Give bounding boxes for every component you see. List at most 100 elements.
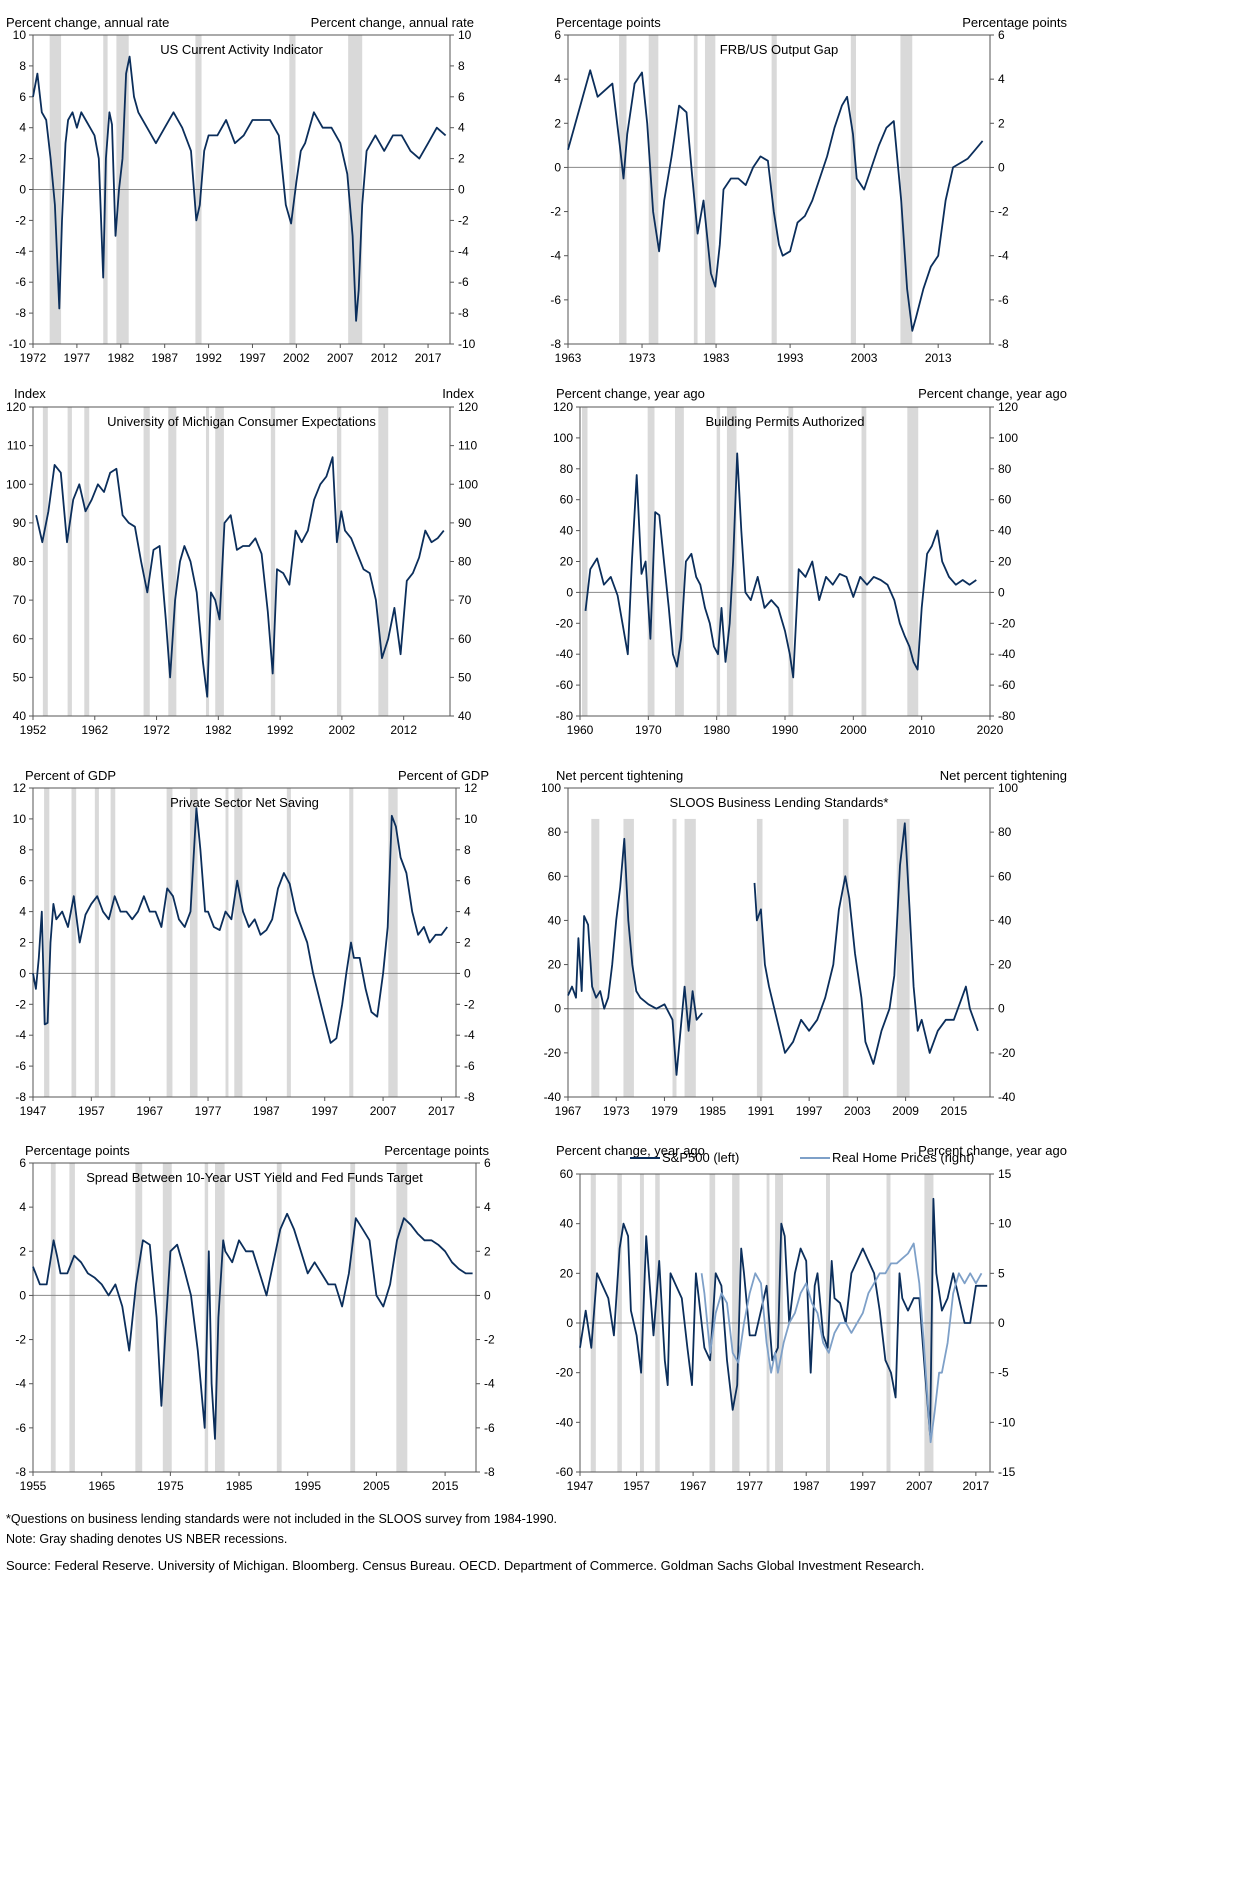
y-tick-label-left: 6 [19,874,26,888]
y-tick-label-right: 20 [998,958,1012,972]
x-tick-label: 1947 [567,1479,594,1493]
y-tick-label-left: -4 [15,1377,26,1391]
series-line [35,456,445,698]
x-tick-label: 2015 [940,1104,967,1118]
chart-plot: -8 -6 -4 -2 0 2 4 6 8 10 12 -8 -6 -4 -2 0 2 4 6 8 10 12 1947 19… [13,781,478,1118]
x-tick-label: 2007 [370,1104,397,1118]
y-tick-label-right: 0 [998,585,1005,599]
chart-consumer-expectations: Index Index 40 50 60 70 80 90 100 110 120 40 50 60 7… [0,382,520,742]
x-tick-label: 2010 [908,723,935,737]
y-tick-label-left: 6 [19,1156,26,1170]
y-tick-label-left: 110 [7,439,26,453]
y-tick-label-left: 80 [548,825,562,839]
y-tick-label-right: -40 [998,647,1016,661]
y-tick-label-right: 50 [458,670,472,684]
x-tick-label: 1967 [555,1104,582,1118]
chart-building-permits: Percent change, year ago Percent change,… [550,382,1070,742]
y-tick-label-right: 8 [464,843,471,857]
y-tick-label-left: -4 [15,244,26,258]
y-tick-label-right: -40 [998,1090,1016,1104]
y-tick-label-left: -40 [544,1090,562,1104]
x-tick-label: 1992 [195,351,222,365]
y-tick-label-left: 6 [19,90,26,104]
recession-band [84,407,90,716]
x-tick-label: 1992 [267,723,294,737]
y-tick-label-right: -5 [998,1366,1009,1380]
y-tick-label-right: 60 [998,493,1012,507]
y-tick-label-right: 80 [998,825,1012,839]
y-tick-label-left: 70 [13,593,27,607]
plot-frame [567,34,991,345]
y-tick-label-right: -60 [998,678,1016,692]
y-tick-label-left: 2 [19,152,26,166]
chart-current-activity-indicator: Percent change, annual rate Percent chan… [0,10,520,370]
x-tick-label: 2007 [327,351,354,365]
chart-title: SLOOS Business Lending Standards* [670,795,889,810]
source-line: Source: Federal Reserve. University of M… [6,1558,925,1573]
y-tick-label-right: 80 [458,555,472,569]
chart-plot: -80 -60 -40 -20 0 20 40 60 80 100 120 -80 -60 -40 -20 0… [553,400,1018,737]
chart-private-net-saving: Percent of GDP Percent of GDP -8 -6 -4 -2 0 2… [0,763,520,1123]
y-tick-label-right: 2 [458,152,465,166]
y-tick-label-right: 6 [464,874,471,888]
y-tick-label-left: 0 [19,183,26,197]
y-tick-label-left: 0 [566,585,573,599]
y-tick-label-right: -2 [464,997,475,1011]
y-tick-label-right: 20 [998,555,1012,569]
y-tick-label-right: -8 [458,306,469,320]
y-tick-label-left: -20 [556,616,574,630]
y-axis-unit-right: Percent of GDP [397,768,489,783]
y-tick-label-left: -2 [550,205,561,219]
chart-title: Spread Between 10-Year UST Yield and Fed… [86,1170,423,1185]
series-line [753,822,979,1065]
x-tick-label: 1957 [623,1479,650,1493]
x-tick-label: 1983 [703,351,730,365]
y-tick-label-right: 2 [484,1244,491,1258]
y-tick-label-right: 100 [998,781,1018,795]
y-tick-label-left: 60 [13,632,27,646]
recession-band [67,407,72,716]
chart-plot: -8 -6 -4 -2 0 2 4 6 -8 -6 -4 -2 0 2 4 6 1955 1965 1975 1985… [15,1156,495,1493]
y-tick-label-left: 4 [554,72,561,86]
y-tick-label-right: 120 [458,400,478,414]
series-line [567,837,703,1076]
x-tick-label: 1957 [78,1104,105,1118]
x-tick-label: 2017 [415,351,442,365]
y-tick-label-right: -4 [998,249,1009,263]
y-tick-label-right: 120 [998,400,1018,414]
y-tick-label-left: 20 [560,1266,574,1280]
x-tick-label: 1967 [136,1104,163,1118]
y-tick-label-left: -40 [556,1415,574,1429]
y-tick-label-left: -40 [556,647,574,661]
y-tick-label-left: -4 [550,249,561,263]
y-tick-label-right: -6 [998,293,1009,307]
x-tick-label: 1985 [699,1104,726,1118]
y-tick-label-right: 8 [458,59,465,73]
recession-band [69,1163,75,1472]
recession-band [582,407,588,716]
chart-title: FRB/US Output Gap [720,42,839,57]
y-tick-label-left: 80 [560,462,574,476]
y-tick-label-left: 0 [566,1316,573,1330]
y-tick-label-right: 0 [484,1288,491,1302]
y-tick-label-left: 60 [560,493,574,507]
series-line-home-prices [700,1242,983,1444]
recession-band [143,407,150,716]
x-tick-label: 2005 [363,1479,390,1493]
series-line [32,807,448,1044]
x-tick-label: 1997 [311,1104,338,1118]
chart-output-gap: Percentage points Percentage points -8 -6… [550,10,1070,370]
y-tick-label-left: 4 [19,121,26,135]
y-tick-label-left: -2 [15,997,26,1011]
y-tick-label-right: 0 [998,160,1005,174]
chart-plot: 40 50 60 70 80 90 100 110 120 40 50 60 70 80 90 100 110 1… [6,400,478,737]
recession-band [94,788,99,1097]
y-tick-label-right: 6 [998,28,1005,42]
y-tick-label-left: 2 [19,936,26,950]
chart-title: Building Permits Authorized [706,414,865,429]
y-tick-label-left: 40 [560,1217,574,1231]
y-tick-label-left: -6 [15,275,26,289]
shading-note: Note: Gray shading denotes US NBER reces… [6,1532,288,1546]
y-tick-label-right: 10 [464,812,478,826]
series-line [32,1212,473,1440]
